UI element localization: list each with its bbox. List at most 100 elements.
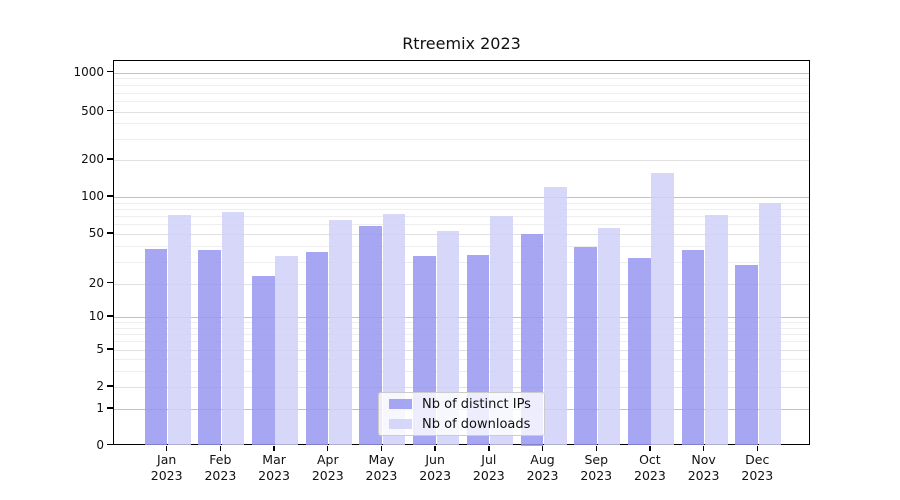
y-tick-label-100: 100: [81, 189, 104, 203]
y-tick-label-500: 500: [81, 103, 104, 118]
y-tick-mark-200: [107, 158, 113, 160]
x-tick-mark-jan: [166, 445, 168, 451]
chart-title: Rtreemix 2023: [402, 34, 521, 53]
legend-label-ips: Nb of distinct IPs: [422, 396, 531, 412]
gridline-20: [114, 283, 809, 285]
gridline-90: [114, 202, 809, 204]
bar-dec-ips: [735, 265, 758, 446]
bar-oct-downloads: [651, 172, 674, 446]
y-tick-mark-500: [107, 109, 113, 112]
gridline-40: [114, 246, 809, 248]
gridline-2: [114, 387, 809, 388]
gridline-60: [114, 224, 809, 226]
bar-sep-downloads: [597, 227, 621, 446]
legend: Nb of distinct IPs Nb of downloads: [378, 392, 545, 436]
bar-jun-downloads: [436, 230, 460, 446]
gridline-500: [114, 111, 809, 113]
bar-sep-ips: [574, 247, 597, 446]
x-tick-label-sep: Sep 2023: [580, 452, 613, 483]
gridline-8: [114, 327, 809, 329]
bar-jan-ips: [144, 248, 168, 446]
bar-dec-downloads: [758, 202, 782, 446]
bar-apr-ips: [305, 251, 329, 446]
y-tick-label-10: 10: [88, 309, 104, 323]
bar-aug-downloads: [543, 187, 567, 446]
gridline-900: [114, 78, 809, 80]
bar-jul-downloads: [490, 216, 513, 446]
bar-nov-downloads: [705, 215, 728, 446]
x-tick-mark-may: [380, 445, 383, 451]
gridline-4: [114, 359, 809, 360]
gridline-6: [114, 341, 809, 343]
gridline-7: [114, 333, 809, 335]
gridline-10: [114, 317, 809, 318]
x-tick-mark-oct: [649, 445, 651, 451]
y-tick-mark-10: [107, 315, 113, 317]
gridline-600: [114, 101, 809, 103]
x-tick-mark-sep: [595, 445, 597, 451]
y-tick-mark-1: [107, 407, 113, 409]
gridline-3: [114, 370, 809, 372]
legend-label-downloads: Nb of downloads: [422, 416, 531, 432]
y-tick-label-2: 2: [96, 379, 104, 393]
plot-area: [113, 60, 810, 446]
bar-may-ips: [359, 226, 383, 446]
x-tick-mark-nov: [702, 445, 705, 451]
x-tick-label-dec: Dec 2023: [741, 452, 774, 483]
legend-swatch-downloads: [389, 419, 412, 429]
bar-apr-downloads: [329, 219, 352, 446]
y-tick-mark-5: [107, 348, 113, 350]
x-tick-label-nov: Nov 2023: [687, 452, 720, 483]
legend-row-ips: Nb of distinct IPs: [387, 397, 536, 412]
x-tick-label-may: May 2023: [365, 452, 398, 483]
gridline-50: [114, 234, 809, 235]
y-tick-label-1: 1: [96, 401, 104, 415]
gridline-80: [114, 208, 809, 210]
x-tick-label-oct: Oct 2023: [634, 452, 666, 483]
x-tick-mark-feb: [219, 445, 222, 451]
x-tick-mark-mar: [273, 445, 275, 451]
y-tick-label-200: 200: [81, 152, 104, 166]
x-tick-label-mar: Mar 2023: [258, 452, 290, 483]
bar-oct-ips: [627, 258, 651, 446]
gridline-9: [114, 322, 809, 324]
y-tick-label-50: 50: [88, 226, 104, 240]
y-tick-mark-50: [107, 232, 113, 234]
y-tick-mark-20: [107, 281, 113, 284]
bar-mar-downloads: [275, 256, 299, 446]
gridline-70: [114, 216, 809, 218]
y-tick-mark-2: [107, 385, 113, 387]
x-tick-mark-aug: [541, 445, 544, 451]
gridline-100: [114, 197, 809, 198]
gridline-5: [114, 350, 809, 351]
x-tick-label-jun: Jun 2023: [419, 452, 452, 483]
y-tick-label-5: 5: [96, 342, 104, 356]
gridline-1000: [114, 72, 809, 74]
x-tick-label-feb: Feb 2023: [204, 452, 237, 483]
legend-swatch-ips: [389, 399, 412, 409]
gridline-30: [114, 261, 809, 263]
x-tick-mark-apr: [327, 445, 329, 451]
y-tick-label-1000: 1000: [73, 64, 104, 79]
x-tick-mark-jul: [488, 445, 490, 451]
bar-feb-ips: [198, 250, 221, 446]
gridline-400: [114, 123, 809, 125]
x-tick-label-apr: Apr 2023: [311, 452, 344, 483]
y-tick-label-0: 0: [96, 437, 104, 452]
bar-jan-downloads: [168, 214, 191, 446]
x-tick-label-jul: Jul 2023: [472, 452, 505, 483]
gridline-300: [114, 138, 809, 140]
y-tick-label-20: 20: [88, 275, 104, 290]
y-tick-mark-1000: [107, 70, 113, 73]
bar-feb-downloads: [221, 211, 245, 446]
x-tick-label-aug: Aug 2023: [526, 452, 559, 483]
x-tick-mark-dec: [756, 445, 758, 451]
gridline-700: [114, 92, 809, 94]
bar-mar-ips: [252, 275, 275, 446]
bar-may-downloads: [382, 213, 406, 446]
x-tick-label-jan: Jan 2023: [150, 452, 183, 483]
legend-row-downloads: Nb of downloads: [387, 417, 536, 432]
gridline-800: [114, 85, 809, 87]
bar-nov-ips: [681, 250, 705, 446]
